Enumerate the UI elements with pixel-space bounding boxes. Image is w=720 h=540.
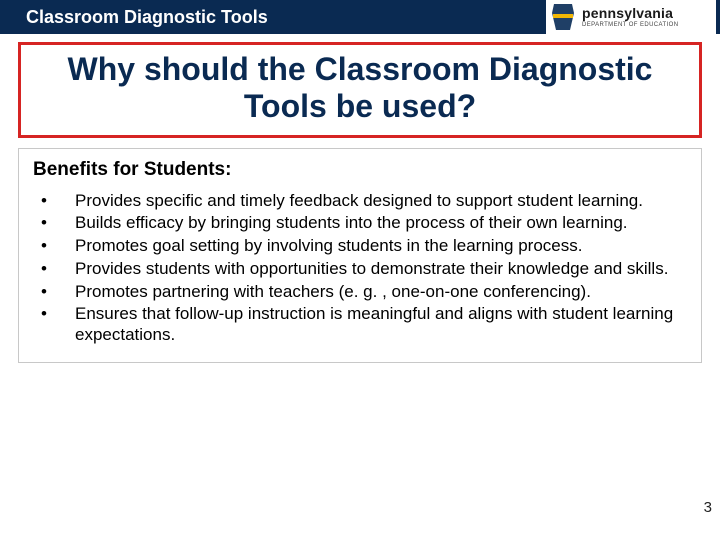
keystone-icon (550, 2, 576, 32)
bullet-list: Provides specific and timely feedback de… (33, 191, 687, 346)
list-item: Promotes goal setting by involving stude… (35, 236, 687, 257)
list-item: Provides students with opportunities to … (35, 259, 687, 280)
list-item: Provides specific and timely feedback de… (35, 191, 687, 212)
topbar: Classroom Diagnostic Tools pennsylvania … (0, 0, 720, 34)
subhead: Benefits for Students: (33, 159, 687, 181)
logo-state: pennsylvania (582, 6, 678, 20)
slide: Classroom Diagnostic Tools pennsylvania … (0, 0, 720, 540)
dept-logo: pennsylvania DEPARTMENT OF EDUCATION (546, 0, 716, 36)
slide-title: Why should the Classroom Diagnostic Tool… (31, 51, 689, 125)
list-item: Promotes partnering with teachers (e. g.… (35, 282, 687, 303)
content-box: Benefits for Students: Provides specific… (18, 148, 702, 363)
topbar-title: Classroom Diagnostic Tools (26, 7, 268, 28)
list-item: Ensures that follow-up instruction is me… (35, 304, 687, 345)
logo-dept: DEPARTMENT OF EDUCATION (582, 22, 678, 28)
page-number: 3 (704, 499, 712, 516)
title-box: Why should the Classroom Diagnostic Tool… (18, 42, 702, 138)
logo-text: pennsylvania DEPARTMENT OF EDUCATION (582, 6, 678, 28)
list-item: Builds efficacy by bringing students int… (35, 213, 687, 234)
